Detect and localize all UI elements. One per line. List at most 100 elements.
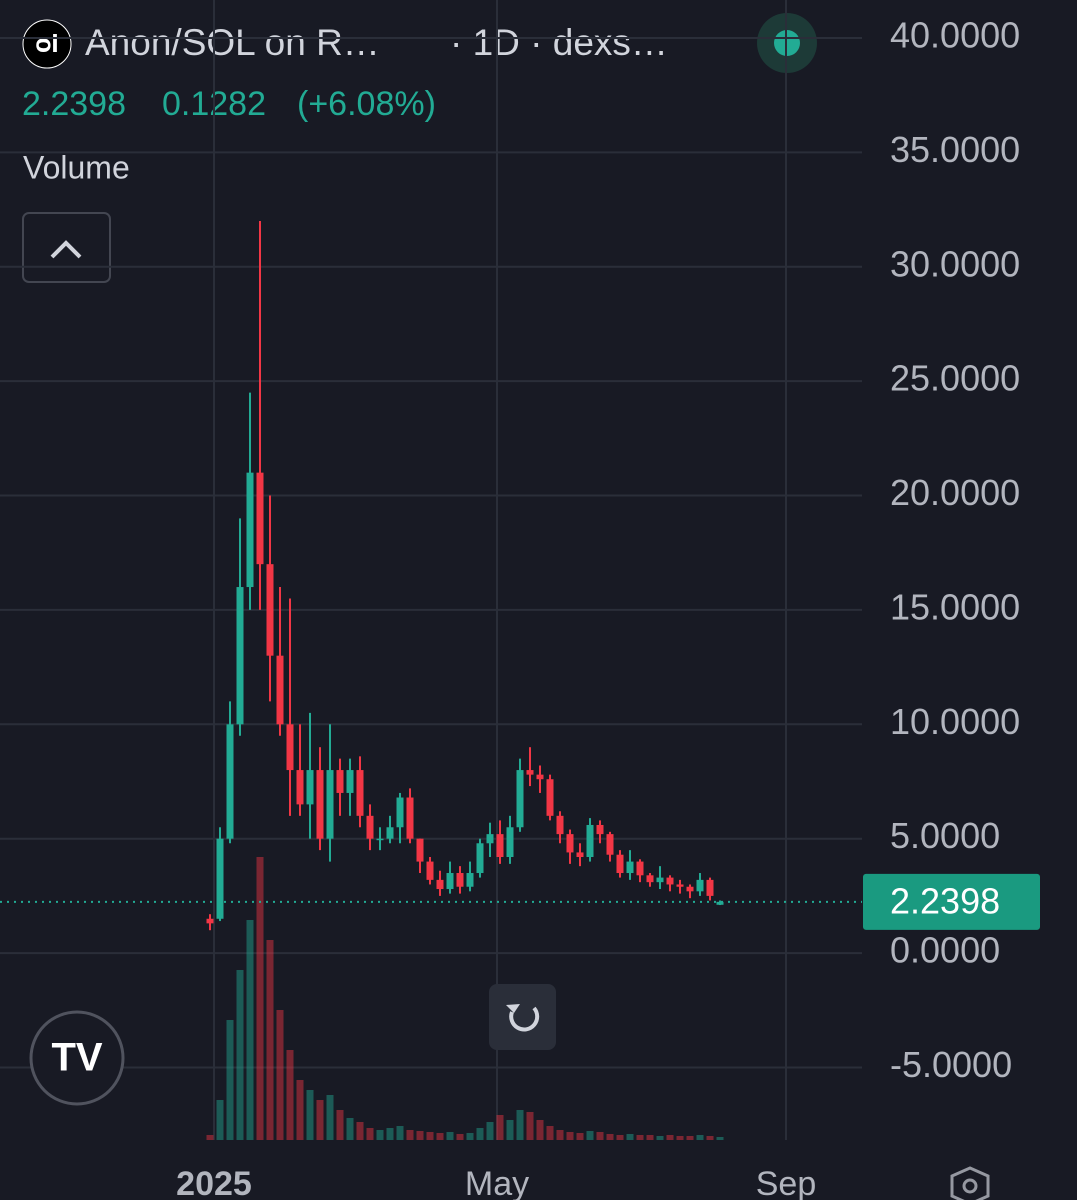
y-tick-label: 20.0000 [890, 472, 1020, 513]
y-tick-label: 30.0000 [890, 243, 1020, 284]
candle-body [516, 770, 524, 828]
volume-bar [666, 1135, 674, 1140]
settings-icon[interactable] [950, 1166, 990, 1200]
plot-area: 40.0000 35.0000 30.0000 25.0000 20.0000 15.00… [0, 0, 1040, 1200]
reset-arrow [506, 1004, 520, 1013]
volume-bar [596, 1132, 604, 1140]
volume-bar [556, 1130, 564, 1140]
logo-glyph: ᴑI [35, 28, 58, 58]
candle-body [306, 770, 314, 805]
collapse-button[interactable] [22, 212, 111, 283]
volume-bar [406, 1130, 414, 1140]
volume-bar [326, 1095, 334, 1140]
candle-body [616, 854, 624, 874]
y-tick-label: 10.0000 [890, 701, 1020, 742]
volume-bar [366, 1128, 374, 1140]
y-tick-label: -5.0000 [890, 1044, 1012, 1085]
candle-body [236, 587, 244, 725]
candle-body [326, 770, 334, 839]
candle-body [476, 843, 484, 874]
candle-body [216, 838, 224, 919]
volume-bar [496, 1115, 504, 1140]
volume-bar [336, 1110, 344, 1140]
candle-body [336, 770, 344, 793]
volume-bar [626, 1134, 634, 1140]
candle-body [286, 724, 294, 771]
volume-bar [706, 1136, 714, 1140]
candle-body [686, 886, 694, 892]
volume-bar [476, 1128, 484, 1140]
tv-logo[interactable] [29, 1010, 125, 1106]
candle-body [556, 815, 564, 835]
volume-bar [536, 1120, 544, 1140]
candle-body [446, 873, 454, 890]
volume-bar [656, 1136, 664, 1140]
candle-body [656, 877, 664, 883]
candle-body [436, 879, 444, 890]
candle-body [706, 879, 714, 896]
volume-bar [616, 1135, 624, 1140]
y-tick-label: 5.0000 [890, 815, 1000, 856]
volume-bar [316, 1100, 324, 1140]
volume-bar [286, 1050, 294, 1140]
candle-body [486, 834, 494, 844]
candle-body [526, 770, 534, 775]
header-change-pct: (+6.08%) [297, 85, 436, 123]
candle-body [456, 873, 464, 887]
y-tick-label: 25.0000 [890, 358, 1020, 399]
candle-body [646, 875, 654, 883]
volume-bar [546, 1126, 554, 1140]
candle-body [366, 815, 374, 839]
candle-body [316, 770, 324, 839]
candle-body [396, 797, 404, 828]
candle-body [596, 824, 604, 835]
chevron-icon [50, 240, 82, 259]
reset-button[interactable] [489, 984, 556, 1050]
symbol-title[interactable]: Anon/SOL on R… [85, 22, 380, 63]
candle-body [546, 779, 554, 816]
candle-body [296, 770, 304, 805]
volume-bar [256, 857, 264, 1140]
candle-body [496, 834, 504, 858]
candle-body [356, 770, 364, 816]
candle-body [626, 861, 634, 874]
volume-bar [606, 1134, 614, 1140]
x-tick-label: 2025 [176, 1165, 252, 1200]
volume-bar [686, 1136, 694, 1140]
candle-body [426, 861, 434, 880]
volume-bar [516, 1110, 524, 1140]
settings-icon-center [962, 1178, 978, 1194]
volume-bar [506, 1120, 514, 1140]
volume-bar [426, 1132, 434, 1140]
volume-bar [446, 1132, 454, 1140]
candle-body [536, 774, 544, 780]
volume-bar [676, 1136, 684, 1140]
symbol-logo[interactable] [22, 19, 72, 69]
header-price: 2.2398 [22, 85, 126, 123]
candle-body [276, 655, 284, 725]
volume-bar [466, 1133, 474, 1140]
candle-body [696, 879, 704, 892]
y-tick-label: 40.0000 [890, 14, 1020, 55]
candle-body [346, 770, 354, 793]
candle-body [386, 827, 394, 839]
candle-body [266, 564, 274, 656]
volume-bar [356, 1122, 364, 1140]
volume-bar [276, 1010, 284, 1140]
volume-bar [716, 1137, 724, 1140]
tv-logo-glyph: TV [51, 1036, 102, 1080]
volume-bar [396, 1126, 404, 1140]
volume-bar [586, 1131, 594, 1140]
last-price-box [863, 873, 1040, 930]
volume-bar [226, 1020, 234, 1140]
candle-body [716, 901, 724, 905]
y-tick-label: 35.0000 [890, 129, 1020, 170]
volume-bar [636, 1135, 644, 1140]
volume-bar [236, 970, 244, 1140]
y-tick-label: 0.0000 [890, 930, 1000, 971]
symbol-subtitle[interactable]: · 1D · dexs… [450, 22, 668, 63]
candle-body [416, 838, 424, 862]
last-price-label: 2.2398 [890, 880, 1000, 921]
volume-bar [696, 1135, 704, 1140]
